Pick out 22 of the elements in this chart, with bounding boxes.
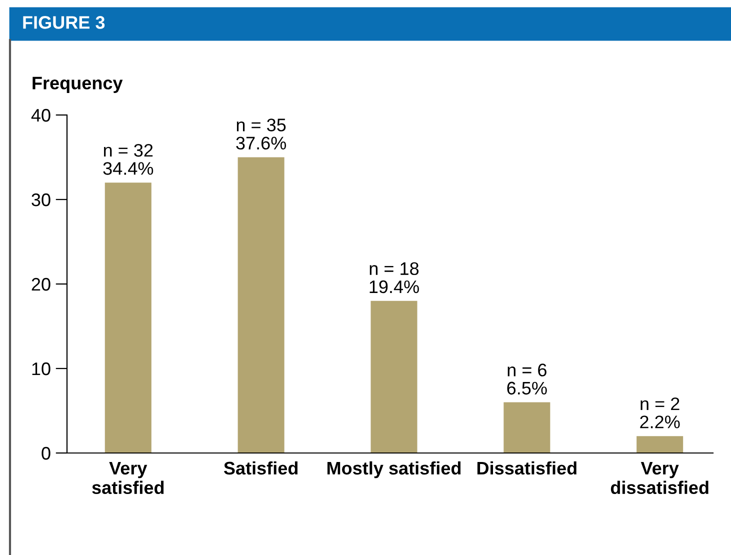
data-label: n = 35 37.6% — [236, 118, 286, 150]
x-tick-label: Satisfied — [224, 461, 298, 475]
bar — [104, 182, 152, 453]
chart-title: FIGURE 3 — [23, 16, 105, 29]
bar — [504, 402, 550, 453]
y-tick-label: 30 — [32, 193, 50, 206]
data-label: n = 6 6.5% — [507, 364, 547, 395]
x-tick-label: Mostly satisfied — [327, 461, 461, 478]
x-tick-label: Dissatisfied — [477, 461, 576, 475]
data-label: n = 18 19.4% — [370, 262, 419, 294]
y-tick-label: 0 — [42, 446, 50, 460]
x-tick-label: Very dissatisfied — [610, 462, 708, 494]
bar — [370, 300, 418, 453]
y-axis-title: Frequency — [32, 76, 123, 93]
y-tick-label: 40 — [31, 108, 50, 122]
data-label: n = 32 34.4% — [103, 144, 154, 175]
x-tick-label: Very satisfied — [92, 462, 164, 494]
bar — [238, 157, 284, 453]
y-tick-label: 20 — [32, 278, 50, 291]
bar — [636, 436, 684, 453]
y-tick-label: 10 — [32, 362, 50, 376]
data-label: n = 2 2.2% — [640, 397, 680, 428]
